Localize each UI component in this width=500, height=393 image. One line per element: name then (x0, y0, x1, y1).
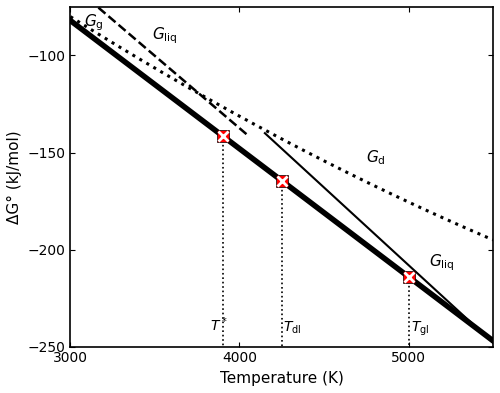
Text: $G_{\rm liq}$: $G_{\rm liq}$ (429, 252, 454, 273)
Text: $T_{\rm dl}$: $T_{\rm dl}$ (282, 319, 301, 336)
Text: $G_{\rm d}$: $G_{\rm d}$ (366, 149, 386, 167)
Text: $G_{\rm liq}$: $G_{\rm liq}$ (152, 26, 177, 46)
Text: $T_{\rm gl}$: $T_{\rm gl}$ (411, 319, 430, 338)
Text: $T^*$: $T^*$ (210, 316, 228, 334)
X-axis label: Temperature (K): Temperature (K) (220, 371, 344, 386)
Y-axis label: ΔG° (kJ/mol): ΔG° (kJ/mol) (7, 130, 22, 224)
Text: $G_{\rm g}$: $G_{\rm g}$ (84, 13, 103, 33)
